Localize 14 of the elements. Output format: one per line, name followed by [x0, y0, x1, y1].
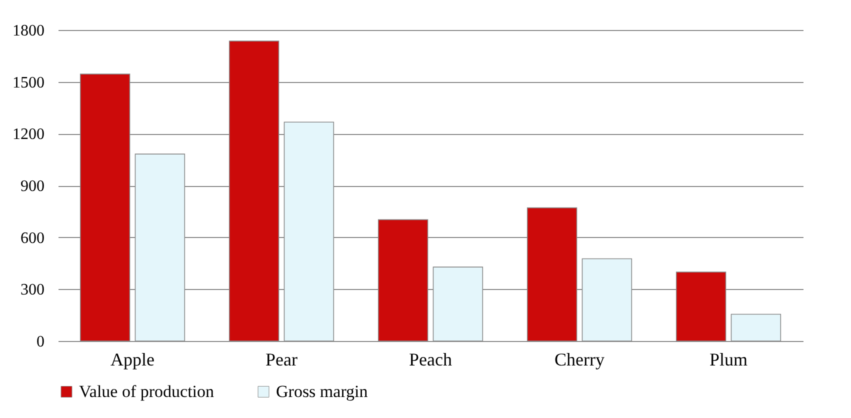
x-tick-label: Peach: [409, 350, 452, 370]
y-tick-label: 1800: [12, 22, 44, 40]
legend-label: Gross margin: [276, 382, 368, 401]
y-tick-label: 1500: [12, 74, 44, 92]
legend-label: Value of production: [79, 382, 215, 401]
x-tick-label: Cherry: [554, 350, 604, 370]
y-tick-label: 1200: [12, 126, 44, 144]
y-tick-label: 0: [36, 334, 44, 350]
y-tick-label: 600: [20, 230, 44, 247]
y-tick-label: 900: [20, 178, 44, 195]
x-tick-label: Plum: [709, 350, 748, 370]
y-tick-label: 300: [20, 282, 44, 299]
x-tick-label: Apple: [110, 350, 154, 370]
x-tick-label: Pear: [266, 350, 298, 370]
